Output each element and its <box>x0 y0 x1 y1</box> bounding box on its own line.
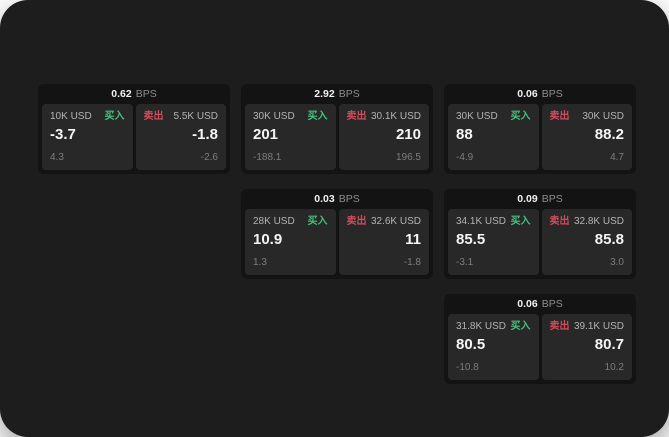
sell-price: 80.7 <box>594 336 624 353</box>
buy-side-label: 买入 <box>510 321 531 332</box>
bps-unit-label: BPS <box>541 193 563 205</box>
sell-amount: 39.1K USD <box>573 321 624 332</box>
buy-side-label: 买入 <box>307 216 328 227</box>
sell-side-label: 卖出 <box>549 111 570 122</box>
sell-amount: 32.6K USD <box>370 216 421 227</box>
price-panels: 30K USD 买入 88 -4.9 卖出 30K USD 88.2 4.7 <box>444 104 636 174</box>
quote-card: 0.06 BPS 30K USD 买入 88 -4.9 卖出 30K USD <box>444 84 636 174</box>
buy-price: 201 <box>253 126 279 143</box>
sell-delta: 4.7 <box>610 152 624 163</box>
sell-panel[interactable]: 卖出 39.1K USD 80.7 10.2 <box>541 314 632 380</box>
card-header: 0.09 BPS <box>444 189 636 209</box>
bps-value: 0.03 <box>314 193 335 205</box>
buy-side-label: 买入 <box>510 111 531 122</box>
buy-amount: 34.1K USD <box>456 216 507 227</box>
buy-delta: -188.1 <box>253 152 282 163</box>
sell-panel[interactable]: 卖出 32.8K USD 85.8 3.0 <box>541 209 632 275</box>
buy-amount: 10K USD <box>50 111 92 122</box>
card-header: 0.62 BPS <box>38 84 230 104</box>
buy-panel[interactable]: 10K USD 买入 -3.7 4.3 <box>42 104 133 170</box>
bps-unit-label: BPS <box>541 88 563 100</box>
buy-amount: 30K USD <box>456 111 498 122</box>
sell-price: 11 <box>405 231 421 248</box>
sell-amount: 30.1K USD <box>370 111 421 122</box>
card-header: 2.92 BPS <box>241 84 433 104</box>
bps-value: 0.62 <box>111 88 132 100</box>
sell-panel[interactable]: 卖出 5.5K USD -1.8 -2.6 <box>135 104 226 170</box>
card-header: 0.06 BPS <box>444 84 636 104</box>
buy-side-label: 买入 <box>307 111 328 122</box>
sell-side-label: 卖出 <box>549 321 570 332</box>
card-header: 0.06 BPS <box>444 294 636 314</box>
sell-side-label: 卖出 <box>549 216 570 227</box>
sell-delta: 10.2 <box>604 362 624 373</box>
quote-card: 0.09 BPS 34.1K USD 买入 85.5 -3.1 卖出 32.8K… <box>444 189 636 279</box>
buy-panel[interactable]: 31.8K USD 买入 80.5 -10.8 <box>448 314 539 380</box>
sell-price: 85.8 <box>594 231 624 248</box>
buy-panel[interactable]: 30K USD 买入 88 -4.9 <box>448 104 539 170</box>
sell-side-label: 卖出 <box>346 216 367 227</box>
price-panels: 31.8K USD 买入 80.5 -10.8 卖出 39.1K USD 80.… <box>444 314 636 384</box>
quote-card: 0.62 BPS 10K USD 买入 -3.7 4.3 卖出 5.5K USD <box>38 84 230 174</box>
bps-value: 0.09 <box>517 193 538 205</box>
price-panels: 34.1K USD 买入 85.5 -3.1 卖出 32.8K USD 85.8… <box>444 209 636 279</box>
buy-delta: -4.9 <box>456 152 474 163</box>
buy-amount: 30K USD <box>253 111 295 122</box>
quote-card: 0.03 BPS 28K USD 买入 10.9 1.3 卖出 32.6K US… <box>241 189 433 279</box>
buy-side-label: 买入 <box>510 216 531 227</box>
bps-unit-label: BPS <box>541 298 563 310</box>
sell-side-label: 卖出 <box>143 111 164 122</box>
sell-panel[interactable]: 卖出 30K USD 88.2 4.7 <box>541 104 632 170</box>
buy-amount: 31.8K USD <box>456 321 507 332</box>
sell-amount: 30K USD <box>582 111 624 122</box>
sell-side-label: 卖出 <box>346 111 367 122</box>
sell-amount: 5.5K USD <box>173 111 218 122</box>
sell-delta: -1.8 <box>403 257 421 268</box>
sell-amount: 32.8K USD <box>573 216 624 227</box>
price-panels: 28K USD 买入 10.9 1.3 卖出 32.6K USD 11 -1.8 <box>241 209 433 279</box>
buy-delta: 1.3 <box>253 257 267 268</box>
buy-amount: 28K USD <box>253 216 295 227</box>
quote-card: 2.92 BPS 30K USD 买入 201 -188.1 卖出 30.1K … <box>241 84 433 174</box>
buy-price: 88 <box>456 126 473 143</box>
quote-card: 0.06 BPS 31.8K USD 买入 80.5 -10.8 卖出 39.1… <box>444 294 636 384</box>
sell-delta: -2.6 <box>200 152 218 163</box>
bps-unit-label: BPS <box>135 88 157 100</box>
sell-panel[interactable]: 卖出 30.1K USD 210 196.5 <box>338 104 429 170</box>
price-panels: 10K USD 买入 -3.7 4.3 卖出 5.5K USD -1.8 -2.… <box>38 104 230 174</box>
bps-value: 0.06 <box>517 88 538 100</box>
bps-unit-label: BPS <box>338 193 360 205</box>
bps-value: 0.06 <box>517 298 538 310</box>
sell-price: 88.2 <box>594 126 624 143</box>
sell-price: 210 <box>395 126 421 143</box>
buy-delta: -3.1 <box>456 257 474 268</box>
buy-price: 10.9 <box>253 231 283 248</box>
buy-panel[interactable]: 28K USD 买入 10.9 1.3 <box>245 209 336 275</box>
buy-price: -3.7 <box>50 126 76 143</box>
buy-side-label: 买入 <box>104 111 125 122</box>
sell-delta: 3.0 <box>610 257 624 268</box>
sell-delta: 196.5 <box>395 152 421 163</box>
card-header: 0.03 BPS <box>241 189 433 209</box>
buy-price: 85.5 <box>456 231 486 248</box>
quote-card-grid: 0.62 BPS 10K USD 买入 -3.7 4.3 卖出 5.5K USD <box>38 84 636 384</box>
buy-delta: 4.3 <box>50 152 64 163</box>
bps-value: 2.92 <box>314 88 335 100</box>
sell-panel[interactable]: 卖出 32.6K USD 11 -1.8 <box>338 209 429 275</box>
buy-panel[interactable]: 34.1K USD 买入 85.5 -3.1 <box>448 209 539 275</box>
price-panels: 30K USD 买入 201 -188.1 卖出 30.1K USD 210 1… <box>241 104 433 174</box>
buy-price: 80.5 <box>456 336 486 353</box>
bps-unit-label: BPS <box>338 88 360 100</box>
buy-panel[interactable]: 30K USD 买入 201 -188.1 <box>245 104 336 170</box>
sell-price: -1.8 <box>192 126 218 143</box>
buy-delta: -10.8 <box>456 362 479 373</box>
